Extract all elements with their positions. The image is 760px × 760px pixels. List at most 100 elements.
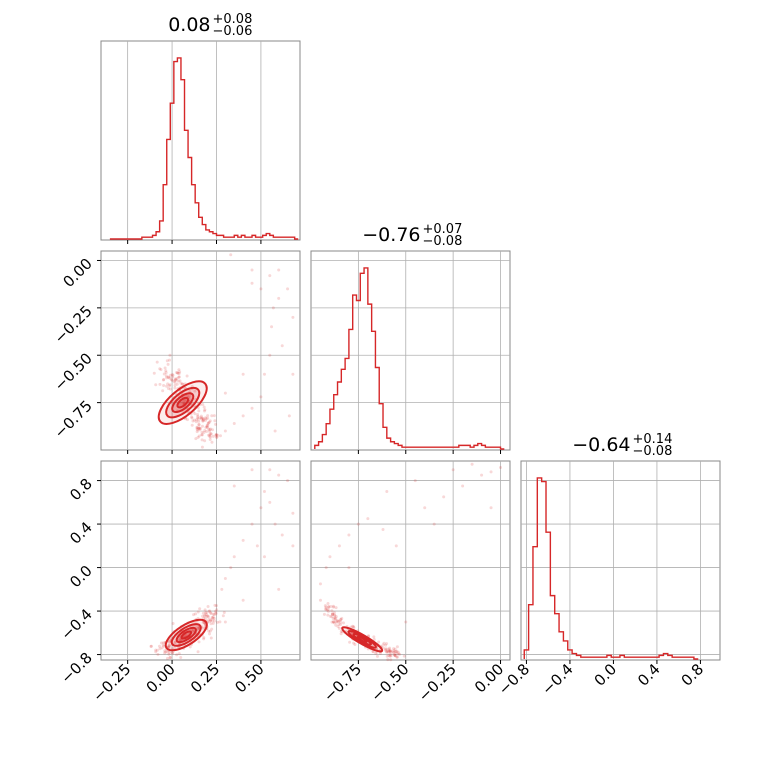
sample-point: [198, 426, 202, 430]
sample-point: [165, 650, 169, 654]
sample-point: [178, 638, 182, 642]
sample-point: [179, 381, 183, 385]
sample-point: [161, 378, 165, 382]
sample-point: [372, 635, 376, 639]
panel-frame: [100, 40, 301, 241]
sample-point: [192, 418, 196, 422]
sample-point: [220, 587, 224, 591]
sample-point: [384, 649, 388, 653]
sample-point: [163, 651, 167, 655]
sample-point: [198, 428, 202, 432]
sample-point: [207, 615, 211, 619]
x-tick-label: −0.75: [320, 660, 365, 705]
sample-point: [241, 372, 245, 376]
sample-point: [280, 533, 284, 537]
sample-point: [223, 429, 227, 433]
sample-point: [197, 426, 201, 430]
panel-frame: [520, 460, 721, 661]
sample-point: [169, 373, 173, 377]
sample-point: [332, 611, 336, 615]
sample-point: [334, 615, 338, 619]
sample-point: [291, 544, 295, 548]
sample-point: [222, 611, 226, 615]
y-tick-label: 0.4: [66, 518, 96, 548]
sample-point: [196, 650, 200, 654]
sample-point: [200, 433, 204, 437]
sample-point: [180, 382, 184, 386]
sample-point: [191, 419, 195, 423]
sample-point: [402, 654, 406, 658]
sample-point: [324, 605, 328, 609]
sample-point: [208, 609, 212, 613]
panel-frame: [100, 250, 301, 451]
contour-level-1: [341, 626, 384, 653]
sample-point: [326, 613, 330, 617]
sample-point: [161, 389, 165, 393]
sample-point: [198, 607, 202, 611]
sample-point: [387, 647, 391, 651]
sample-point: [385, 650, 389, 654]
sample-point: [185, 374, 189, 378]
sample-point: [209, 432, 213, 436]
sample-point: [209, 432, 213, 436]
y-tick-label: 0.00: [59, 255, 95, 291]
sample-point: [191, 628, 195, 632]
sample-point: [337, 544, 341, 548]
sample-point: [168, 639, 172, 643]
sample-point: [183, 398, 187, 402]
sample-point: [194, 437, 198, 441]
sample-point: [166, 375, 170, 379]
sample-point: [382, 641, 386, 645]
sample-point: [160, 646, 164, 650]
sample-point: [396, 650, 400, 654]
sample-point: [389, 654, 393, 658]
sample-point: [204, 617, 208, 621]
sample-point: [270, 325, 274, 329]
sample-point: [162, 372, 166, 376]
sample-point: [207, 433, 211, 437]
sample-point: [396, 652, 400, 656]
sample-point: [212, 613, 216, 617]
sample-point: [159, 641, 163, 645]
sample-point: [173, 383, 177, 387]
sample-point: [334, 623, 338, 627]
sample-point: [196, 414, 200, 418]
sample-point: [262, 489, 266, 493]
sample-point: [211, 612, 215, 616]
sample-point: [387, 648, 391, 652]
sample-point: [213, 609, 217, 613]
sample-point: [333, 616, 337, 620]
sample-point: [200, 438, 204, 442]
sample-point: [201, 626, 205, 630]
sample-point: [209, 636, 213, 640]
sample-point: [170, 651, 174, 655]
sample-point: [329, 604, 333, 608]
sample-point: [175, 371, 179, 375]
x-tick-label: 0.00: [143, 660, 179, 696]
sample-point: [203, 408, 207, 412]
y-tick-label: −0.4: [57, 605, 95, 643]
sample-point: [167, 358, 171, 362]
contour-level-2: [170, 623, 202, 647]
sample-point: [223, 576, 227, 580]
sample-point: [205, 425, 209, 429]
sample-point: [211, 616, 215, 620]
sample-point: [211, 434, 215, 438]
sample-point: [241, 598, 245, 602]
contour-level-4: [356, 635, 368, 644]
histogram-step: [523, 477, 699, 660]
param-title-plus: +0.07: [423, 222, 463, 237]
density-contours-2-0: [164, 618, 208, 652]
sample-point: [206, 421, 210, 425]
sample-point: [158, 382, 162, 386]
sample-point: [195, 418, 199, 422]
sample-point: [250, 522, 254, 526]
sample-point: [165, 656, 169, 660]
sample-point: [197, 423, 201, 427]
param-title-0: 0.08 +0.08−0.06: [168, 12, 252, 39]
sample-point: [351, 625, 355, 629]
sample-point: [210, 414, 214, 418]
sample-point: [331, 612, 335, 616]
sample-point: [166, 362, 170, 366]
sample-point: [158, 647, 162, 651]
